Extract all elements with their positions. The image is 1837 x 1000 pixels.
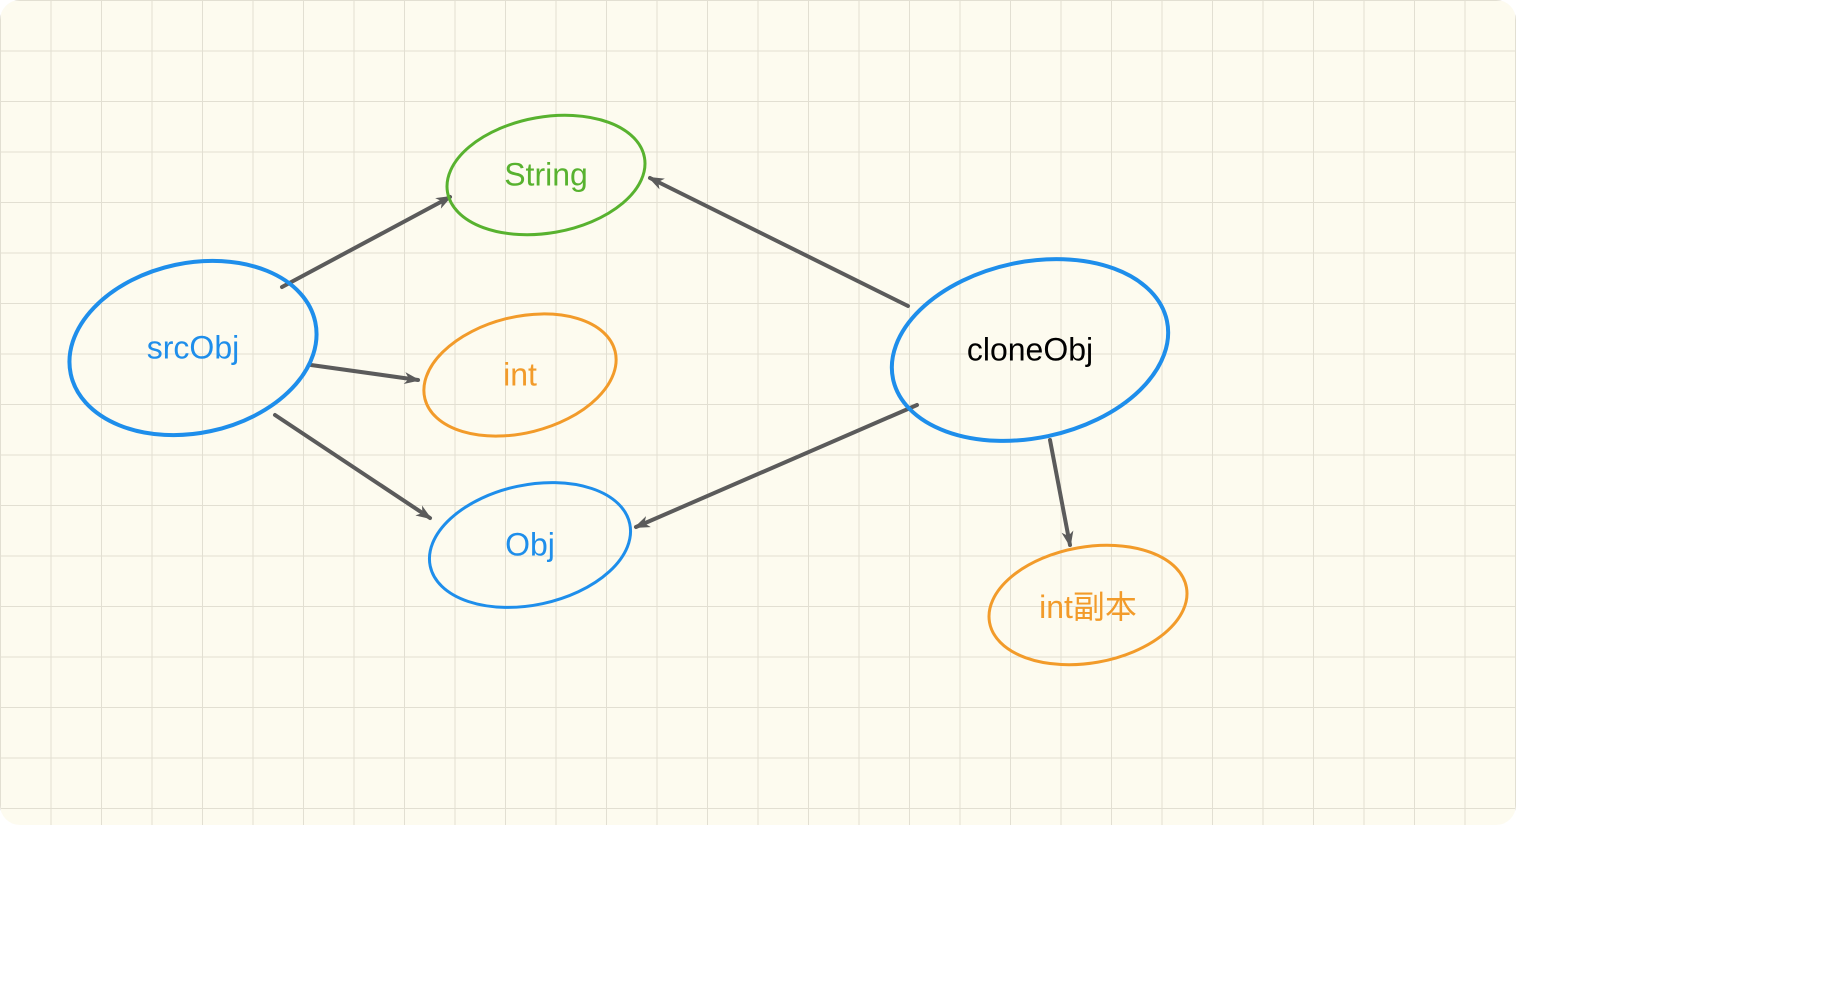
edge-srcObj-to-String [282,197,450,287]
edge-cloneObj-to-String [650,178,908,306]
edge-cloneObj-to-Obj [636,405,917,527]
node-int-ellipse [411,295,629,455]
edge-cloneObj-to-intCopy [1050,440,1070,545]
edge-srcObj-to-int [311,365,418,380]
node-Obj-ellipse [418,465,642,625]
edge-srcObj-to-Obj [275,415,430,518]
node-cloneObj-ellipse [875,235,1185,465]
diagram-svg [0,0,1516,825]
node-intCopy-ellipse [979,531,1196,680]
diagram-canvas: srcObjStringintObjcloneObjint副本 [0,0,1516,825]
node-String-ellipse [437,101,654,250]
